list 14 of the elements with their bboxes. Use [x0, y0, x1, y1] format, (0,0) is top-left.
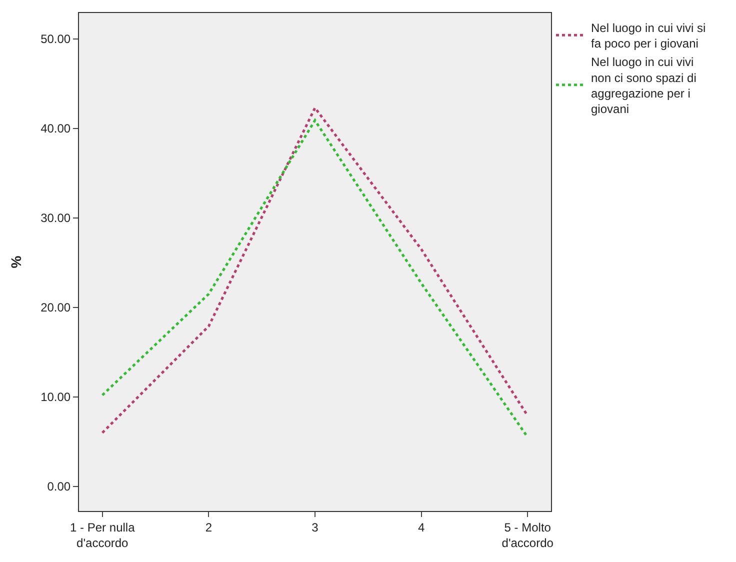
- y-tick-label: 40.00: [40, 122, 71, 136]
- y-tick-label: 20.00: [40, 300, 71, 315]
- y-tick-label: 50.00: [40, 32, 71, 46]
- y-tick-label: 10.00: [40, 390, 71, 404]
- y-tick-label: 30.00: [40, 211, 71, 226]
- y-tick-label: 0.00: [47, 480, 71, 494]
- x-tick-label: 1 - Per nulla d'accordo: [70, 520, 136, 550]
- x-tick-label: 5 - Molto d'accordo: [502, 520, 554, 550]
- legend-label: Nel luogo in cui vivi non ci sono spazi di aggregazione per i giovani: [591, 55, 696, 116]
- y-axis-title: %: [8, 255, 24, 268]
- x-tick-label: 3: [312, 520, 319, 534]
- legend-label: Nel luogo in cui vivi si fa poco per i giovani: [591, 20, 706, 51]
- x-tick-label: 4: [418, 520, 425, 534]
- x-tick-label: 2: [205, 520, 212, 534]
